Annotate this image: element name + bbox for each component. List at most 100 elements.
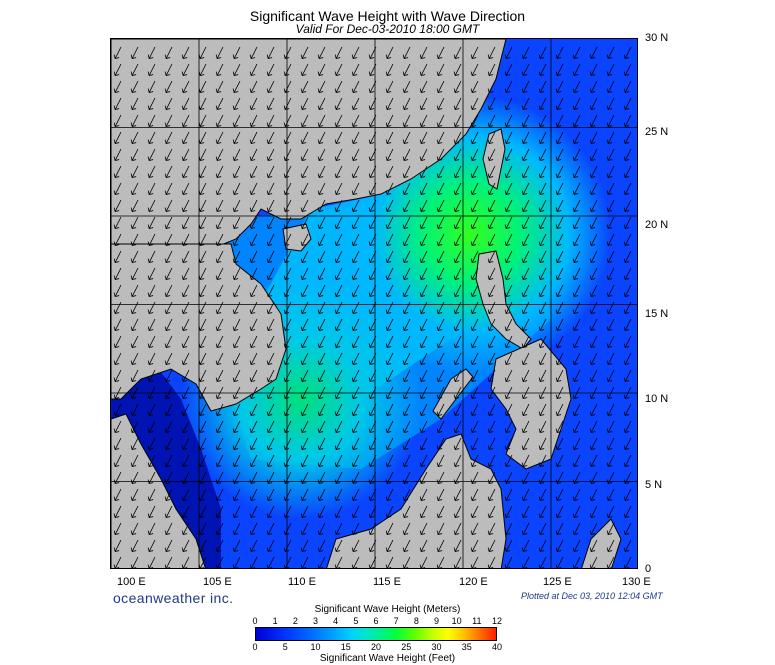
wave-arrow [385, 556, 394, 568]
wave-arrow [402, 216, 411, 230]
wave-arrow [249, 420, 258, 434]
wave-arrow [283, 505, 292, 519]
wave-arrow [368, 131, 377, 145]
wave-arrow [589, 267, 598, 281]
wave-arrow [198, 148, 207, 162]
wave-arrow [521, 505, 530, 519]
wave-arrow [606, 386, 615, 400]
wave-arrow [606, 114, 615, 128]
wave-arrow [436, 267, 445, 281]
wave-arrow [334, 471, 343, 485]
wave-arrow [300, 46, 309, 60]
wave-arrow [113, 131, 122, 145]
legend-meters-tick: 4 [333, 616, 339, 626]
wave-arrow [266, 352, 275, 366]
wave-arrow [470, 199, 479, 213]
wave-arrow [487, 165, 496, 179]
wave-arrow [589, 284, 598, 298]
wave-arrow [181, 420, 190, 434]
wave-arrow [317, 301, 326, 315]
wave-arrow [521, 148, 530, 162]
wave-arrow [555, 182, 564, 196]
wave-arrow [385, 488, 394, 502]
wave-arrow [453, 80, 462, 94]
wave-arrow [113, 165, 122, 179]
wave-arrow [368, 471, 377, 485]
wave-arrow [453, 114, 462, 128]
wave-arrow [181, 63, 190, 77]
wave-arrow [504, 267, 513, 281]
wave-arrow [130, 233, 139, 247]
wave-arrow [623, 369, 632, 383]
wave-arrow [249, 471, 258, 485]
wave-arrow [300, 454, 309, 468]
wave-arrow [334, 284, 343, 298]
wave-arrow [589, 233, 598, 247]
wave-arrow [249, 80, 258, 94]
wave-arrow [232, 165, 241, 179]
wave-arrow [453, 46, 462, 60]
wave-arrow [215, 165, 224, 179]
wave-arrow [232, 318, 241, 332]
wave-arrow [623, 250, 632, 264]
wave-arrow [589, 352, 598, 366]
wave-arrow [504, 165, 513, 179]
wave-arrow [402, 318, 411, 332]
wave-arrow [623, 80, 632, 94]
wave-arrow [147, 556, 156, 568]
wave-arrow [402, 165, 411, 179]
wave-arrow [232, 114, 241, 128]
wave-arrow [130, 216, 139, 230]
wave-arrow [623, 505, 632, 519]
wave-arrow [198, 46, 207, 60]
wave-arrow [130, 403, 139, 417]
wave-arrow [283, 420, 292, 434]
wave-arrow [164, 267, 173, 281]
wave-arrow [606, 267, 615, 281]
wave-arrow [538, 318, 547, 332]
wave-arrow [385, 216, 394, 230]
wave-arrow [232, 488, 241, 502]
land-sulawesi [581, 518, 622, 568]
wave-arrow [232, 539, 241, 553]
wave-arrow [283, 114, 292, 128]
wave-arrow [453, 131, 462, 145]
wave-arrow [419, 199, 428, 213]
wave-arrow [249, 454, 258, 468]
wave-arrow [589, 318, 598, 332]
wave-arrow [538, 131, 547, 145]
wave-arrow [402, 369, 411, 383]
wave-arrow [504, 403, 513, 417]
wave-arrow [487, 505, 496, 519]
wave-arrow [317, 471, 326, 485]
wave-arrow [436, 165, 445, 179]
wave-arrow [385, 114, 394, 128]
wave-arrow [453, 318, 462, 332]
wave-arrow [147, 369, 156, 383]
wave-arrow [113, 522, 122, 536]
wave-arrow [266, 131, 275, 145]
wave-arrow [589, 63, 598, 77]
wave-arrow [147, 148, 156, 162]
wave-arrow [283, 267, 292, 281]
wave-arrow [232, 131, 241, 145]
wave-arrow [283, 80, 292, 94]
wave-arrow [215, 63, 224, 77]
wave-arrow [470, 97, 479, 111]
wave-arrow [249, 352, 258, 366]
wave-direction-arrows [113, 46, 632, 568]
wave-arrow [181, 539, 190, 553]
wave-arrow [215, 131, 224, 145]
wave-arrow [555, 437, 564, 451]
wave-arrow [538, 301, 547, 315]
wave-arrow [572, 471, 581, 485]
wave-arrow [589, 250, 598, 264]
wave-arrow [249, 165, 258, 179]
wave-arrow [300, 267, 309, 281]
wave-arrow [521, 454, 530, 468]
wave-arrow [198, 386, 207, 400]
wave-arrow [300, 63, 309, 77]
wave-arrow [317, 420, 326, 434]
wave-arrow [300, 148, 309, 162]
wave-arrow [402, 437, 411, 451]
